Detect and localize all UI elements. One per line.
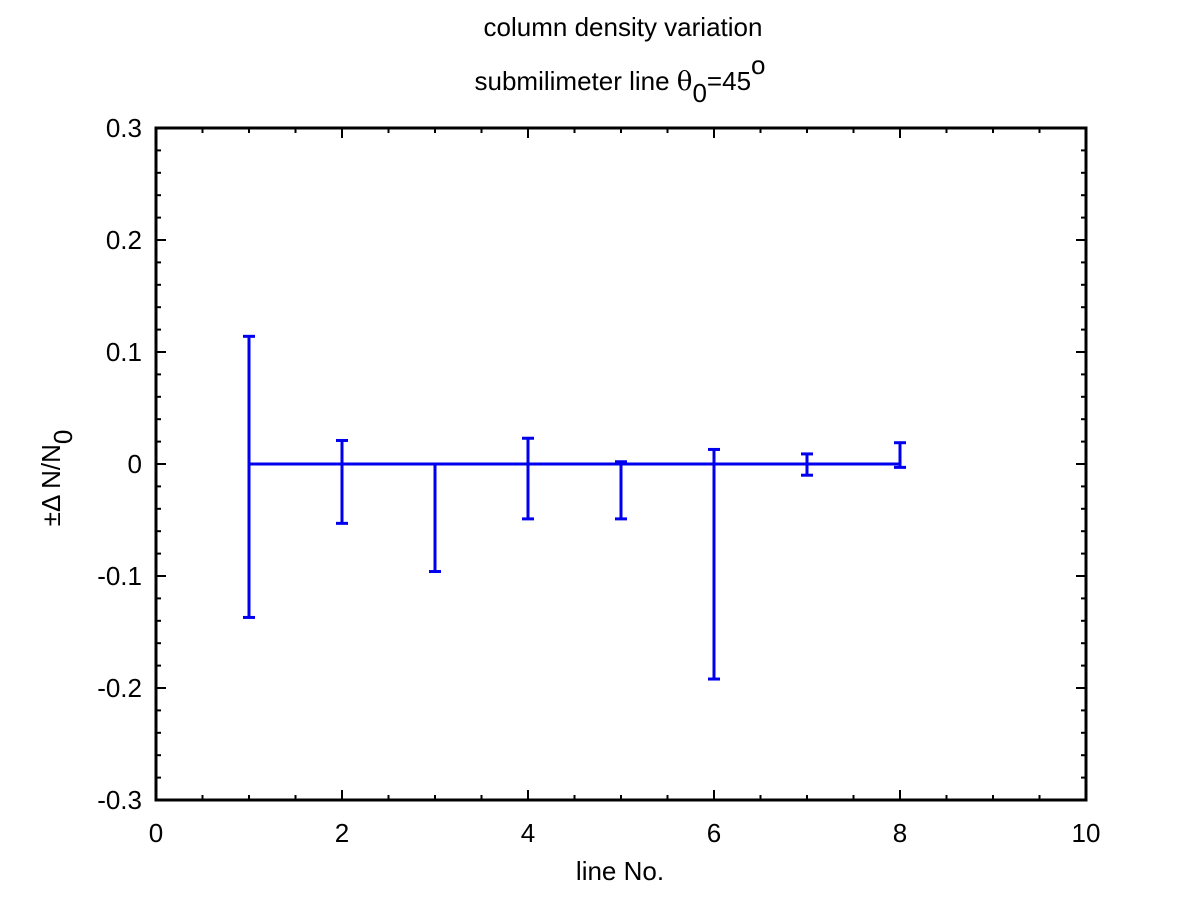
x-tick-label: 10	[1072, 818, 1101, 848]
x-tick-label: 4	[521, 818, 535, 848]
series-group	[243, 334, 906, 681]
x-tick-labels: 0 2 4 6 8 10	[149, 818, 1101, 848]
y-tick-labels: -0.3 -0.2 -0.1 0 0.1 0.2 0.3	[97, 113, 142, 815]
y-tick-label: -0.1	[97, 561, 142, 591]
x-axis-label: line No.	[576, 856, 664, 886]
x-tick-label: 8	[893, 818, 907, 848]
y-axis-label-subscript: 0	[48, 430, 78, 444]
y-tick-label: 0.2	[106, 225, 142, 255]
axis-ticks	[155, 127, 1087, 801]
chart-subtitle-subscript: 0	[692, 78, 706, 108]
chart-subtitle-superscript: o	[751, 50, 765, 80]
chart-subtitle-equals: =45	[707, 66, 751, 96]
chart-title: column density variation	[484, 12, 763, 42]
y-tick-label: 0.1	[106, 337, 142, 367]
y-axis-label: ±Δ N/N0	[36, 430, 78, 527]
y-tick-label: 0.3	[106, 113, 142, 143]
chart-subtitle-prefix: submilimeter line	[475, 66, 677, 96]
x-tick-label: 2	[335, 818, 349, 848]
y-tick-label: 0	[128, 449, 142, 479]
chart-subtitle-symbol: θ	[677, 67, 693, 97]
y-tick-label: -0.2	[97, 673, 142, 703]
x-tick-label: 0	[149, 818, 163, 848]
y-axis-label-main: ±Δ N/N	[36, 444, 66, 526]
y-tick-label: -0.3	[97, 785, 142, 815]
x-tick-label: 6	[707, 818, 721, 848]
chart-subtitle: submilimeter line θ0=45o	[475, 50, 766, 108]
